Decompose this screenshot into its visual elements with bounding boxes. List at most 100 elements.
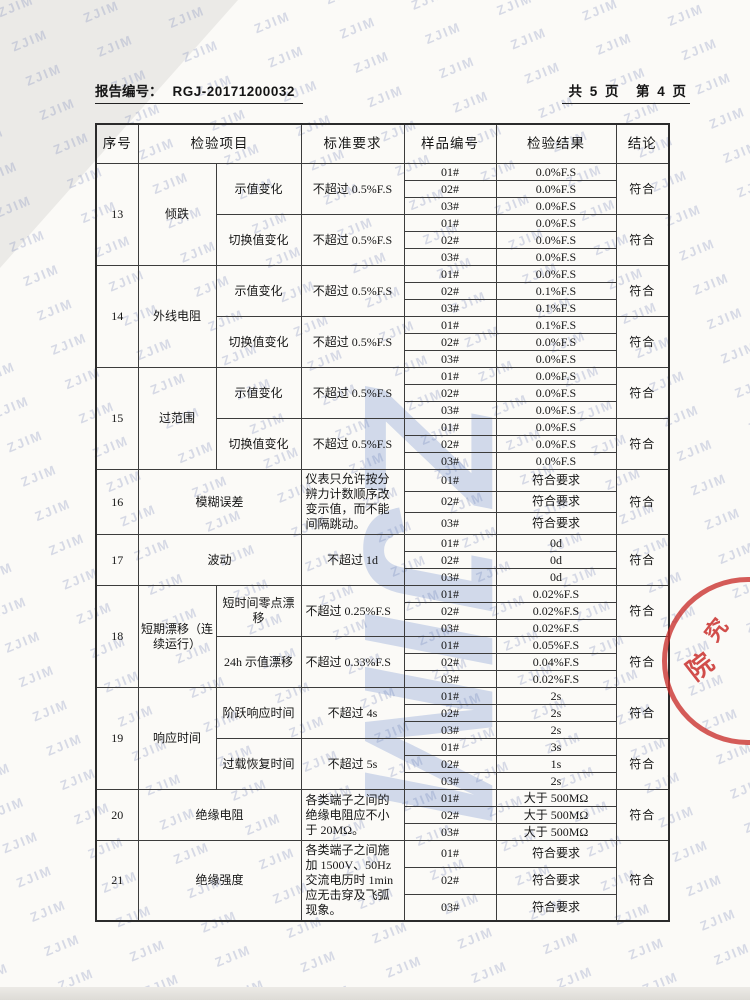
sub-item-name: 示值变化 [215, 163, 302, 215]
test-result: 0.0%F.S [495, 197, 617, 215]
test-result: 0.0%F.S [495, 384, 617, 402]
test-result: 2s [495, 687, 617, 705]
sample-number: 01# [403, 469, 497, 492]
table-row: 03# 符合要求 [96, 512, 669, 535]
col-header-no: 序号 [95, 123, 139, 164]
seal-character: 究 [699, 613, 733, 647]
table-row: 03# 大于 500MΩ [96, 823, 669, 841]
test-result: 1s [495, 755, 617, 773]
test-result: 0.0%F.S [495, 214, 617, 232]
test-result: 大于 500MΩ [495, 806, 617, 824]
table-row: 20 绝缘电阻 各类端子之间的绝缘电阻应不小于 20MΩ。 01# 大于 500MΩ 符合 [95, 789, 670, 841]
item-name: 模糊误差 [137, 469, 302, 535]
standard-requirement: 不超过 0.5%F.S [300, 163, 405, 215]
sample-number: 01# [403, 367, 497, 385]
conclusion: 符合 [615, 469, 670, 535]
test-result: 0.1%F.S [495, 316, 617, 334]
row-number: 15 [95, 367, 139, 470]
row-number: 21 [95, 840, 139, 922]
sample-number: 03# [403, 823, 497, 841]
test-result: 0.0%F.S [495, 265, 617, 283]
table-row: 18 短期漂移（连续运行） 短时间零点漂移 不超过 0.25%F.S 01# 0.02%F… [95, 585, 670, 688]
test-result: 符合要求 [495, 469, 617, 492]
row-number: 13 [95, 163, 139, 266]
col-header-conclusion: 结论 [615, 123, 670, 164]
scan-bottom-edge [0, 987, 750, 1000]
test-result: 0.04%F.S [495, 653, 617, 671]
sample-number: 03# [403, 452, 497, 470]
page-count: 共 5 页 第 4 页 [562, 80, 690, 104]
item-name: 绝缘强度 [137, 840, 302, 922]
item-name: 倾跌 [137, 163, 217, 266]
table-row: 02# 0.0%F.S [96, 435, 669, 453]
test-result: 0.0%F.S [495, 231, 617, 249]
table-row: 03# 0.0%F.S [96, 350, 669, 368]
test-result: 0.1%F.S [495, 299, 617, 317]
col-header-item: 检验项目 [137, 123, 302, 164]
sample-number: 03# [403, 893, 497, 922]
test-result: 大于 500MΩ [495, 789, 617, 807]
sample-number: 01# [403, 585, 497, 603]
row-number: 19 [95, 687, 139, 790]
conclusion: 符合 [615, 789, 670, 841]
report-header: 报告编号： RGJ-20171200032 共 5 页 第 4 页 [95, 80, 690, 104]
standard-requirement: 不超过 0.5%F.S [300, 316, 405, 368]
sample-number: 03# [403, 670, 497, 688]
row-number: 18 [95, 585, 139, 688]
table-row: 19 响应时间 阶跃响应时间 不超过 4s 01# 2s 符合 [95, 687, 670, 790]
sample-number: 02# [403, 231, 497, 249]
sample-number: 02# [403, 653, 497, 671]
conclusion: 符合 [615, 316, 670, 368]
standard-requirement: 不超过 0.5%F.S [300, 418, 405, 470]
sample-number: 02# [403, 755, 497, 773]
table-row: 02# 符合要求 [96, 866, 669, 895]
standard-requirement: 不超过 4s [300, 687, 405, 739]
item-name: 绝缘电阻 [137, 789, 302, 841]
conclusion: 符合 [615, 367, 670, 419]
test-result: 0.0%F.S [495, 452, 617, 470]
sample-number: 01# [403, 840, 497, 868]
standard-requirement: 不超过 0.5%F.S [300, 265, 405, 317]
report-number-label: 报告编号： [95, 84, 163, 99]
row-number: 14 [95, 265, 139, 368]
results-table: 序号 检验项目 标准要求 样品编号 检验结果 结论 13 倾跌 示值变化 不超过 0.… [95, 123, 670, 922]
test-result: 2s [495, 772, 617, 790]
test-result: 0.0%F.S [495, 401, 617, 419]
sample-number: 01# [403, 636, 497, 654]
test-result: 0d [495, 551, 617, 569]
sample-number: 03# [403, 248, 497, 266]
test-result: 0.0%F.S [495, 333, 617, 351]
standard-requirement: 各类端子之间施加 1500V、50Hz 交流电历时 1min 应无击穿及飞弧现象… [300, 840, 405, 922]
conclusion: 符合 [615, 214, 670, 266]
standard-requirement: 不超过 0.5%F.S [300, 214, 405, 266]
test-result: 0.0%F.S [495, 248, 617, 266]
item-name: 波动 [137, 534, 302, 586]
table-row: 02# 0.0%F.S [96, 231, 669, 249]
test-result: 符合要求 [495, 490, 617, 514]
red-seal-stamp: 究院 [658, 575, 750, 745]
test-result: 0.02%F.S [495, 619, 617, 637]
standard-requirement: 不超过 5s [300, 738, 405, 790]
test-result: 0d [495, 534, 617, 552]
conclusion: 符合 [615, 585, 670, 637]
sample-number: 02# [403, 180, 497, 198]
test-result: 0.0%F.S [495, 435, 617, 453]
item-name: 外线电阻 [137, 265, 217, 368]
table-row: 03# 0.02%F.S [96, 619, 669, 637]
table-row: 03# 0.0%F.S [96, 452, 669, 470]
conclusion: 符合 [615, 163, 670, 215]
test-result: 0.0%F.S [495, 163, 617, 181]
item-name: 短期漂移（连续运行） [137, 585, 217, 688]
table-row: 13 倾跌 示值变化 不超过 0.5%F.S 01# 0.0%F.S 符合 [95, 163, 670, 266]
sample-number: 01# [403, 789, 497, 807]
sample-number: 03# [403, 197, 497, 215]
table-row: 02# 0.1%F.S [96, 282, 669, 300]
sample-number: 01# [403, 418, 497, 436]
sample-number: 03# [403, 772, 497, 790]
item-name: 响应时间 [137, 687, 217, 790]
sample-number: 01# [403, 265, 497, 283]
test-result: 0d [495, 568, 617, 586]
sample-number: 02# [403, 384, 497, 402]
report-number-value: RGJ-20171200032 [172, 84, 295, 99]
sample-number: 02# [403, 333, 497, 351]
